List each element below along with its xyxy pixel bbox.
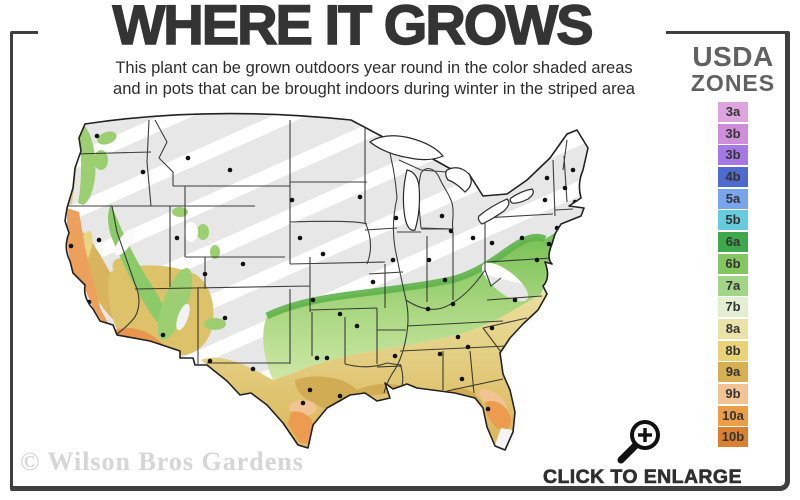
subtitle: This plant can be grown outdoors year ro… xyxy=(24,58,724,100)
legend-title-usda: USDA xyxy=(692,41,774,72)
legend-zone-swatch: 10b xyxy=(718,427,748,448)
legend-title-zones: ZONES xyxy=(690,70,776,96)
legend-zone-swatch: 7a xyxy=(718,275,748,296)
usda-zones-legend: USDA ZONES 3a 3b 3b 4b 5a 5b 6a 6b 7a 7b 8a 8b 9a 9b 1… xyxy=(683,41,783,448)
legend-zone-swatch: 3b xyxy=(718,123,748,144)
legend-zone-swatch: 5b xyxy=(718,210,748,231)
legend-zone-swatch: 9a xyxy=(718,362,748,383)
legend-zones: 3a 3b 3b 4b 5a 5b 6a 6b 7a 7b 8a 8b 9a 9b 10a 10b xyxy=(683,102,783,448)
subtitle-line2: and in pots that can be brought indoors … xyxy=(113,80,635,98)
legend-zone-swatch: 8b xyxy=(718,340,748,361)
legend-zone-swatch: 5a xyxy=(718,188,748,209)
legend-zone-swatch: 3b xyxy=(718,145,748,166)
page-title: WHERE IT GROWS xyxy=(38,0,666,54)
legend-zone-swatch: 10a xyxy=(718,405,748,426)
click-to-enlarge-label[interactable]: CLICK TO ENLARGE xyxy=(543,466,742,489)
legend-zone-swatch: 8a xyxy=(718,318,748,339)
legend-zone-swatch: 4b xyxy=(718,167,748,188)
magnifier-icon[interactable] xyxy=(604,414,672,468)
usa-zone-map[interactable] xyxy=(55,112,655,464)
city-dots xyxy=(68,133,578,412)
map-zone-layers xyxy=(66,119,578,450)
usa-map-svg[interactable] xyxy=(55,112,655,464)
great-lakes xyxy=(368,135,534,231)
legend-zone-swatch: 7b xyxy=(718,297,748,318)
legend-zone-swatch: 9b xyxy=(718,383,748,404)
legend-zone-swatch: 3a xyxy=(718,102,748,122)
legend-zone-swatch: 6a xyxy=(718,232,748,253)
state-borders xyxy=(67,119,574,396)
watermark: © Wilson Bros Gardens xyxy=(20,447,304,476)
legend-zone-swatch: 6b xyxy=(718,253,748,274)
subtitle-line1: This plant can be grown outdoors year ro… xyxy=(115,59,633,77)
